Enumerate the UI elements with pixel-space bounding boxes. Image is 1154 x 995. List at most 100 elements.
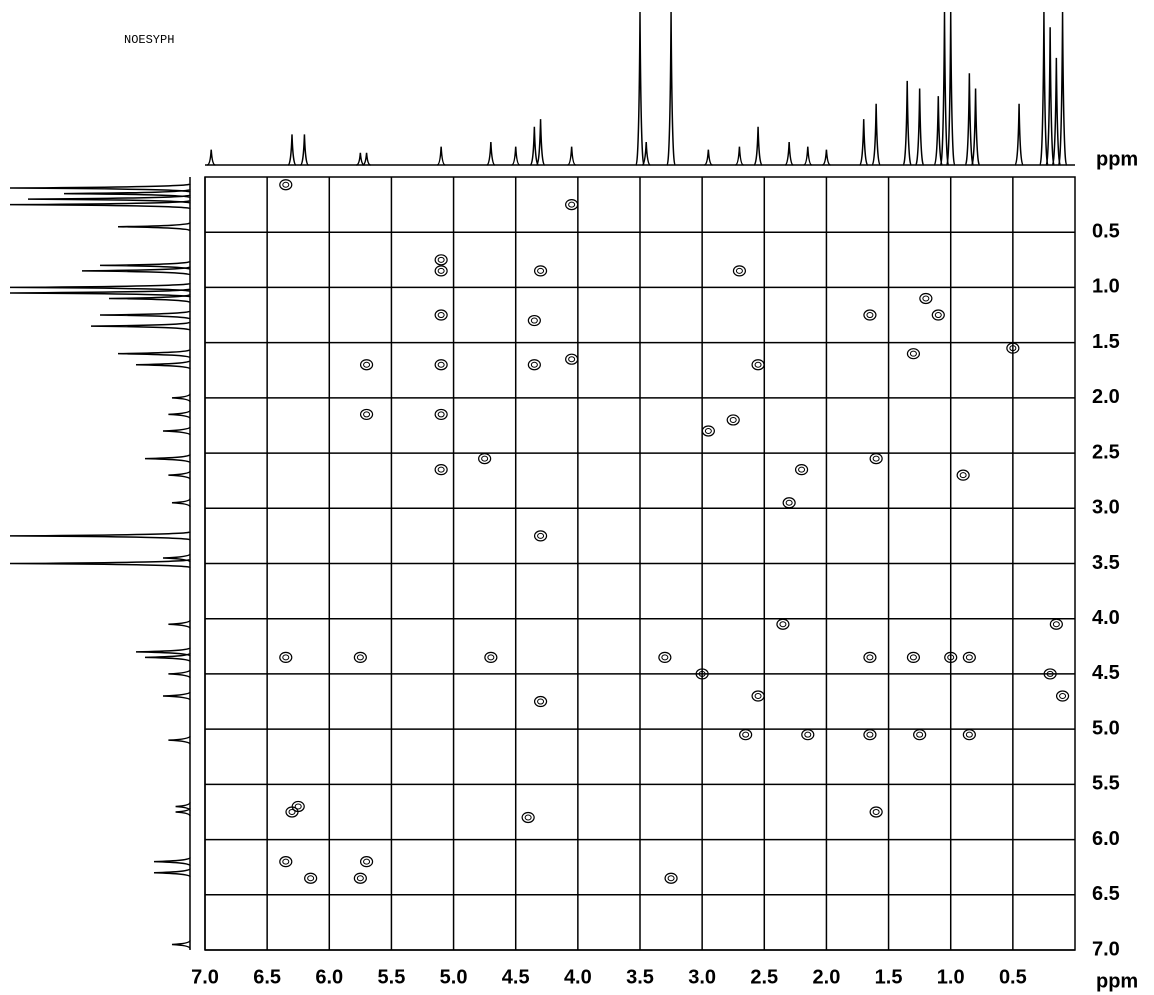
left-projection-peak: [90, 321, 191, 331]
x-axis-label: ppm: [1096, 970, 1138, 992]
cross-peak: [962, 729, 976, 741]
x-tick-label: 5.5: [378, 966, 406, 988]
x-tick-label: 4.5: [502, 966, 530, 988]
cross-peak-inner: [872, 455, 880, 462]
top-projection-peak: [362, 152, 371, 166]
cross-peak-inner: [568, 356, 576, 363]
x-tick-label: 2.5: [750, 966, 778, 988]
cross-peak: [527, 314, 541, 327]
cross-peak-inner: [363, 411, 371, 418]
left-projection-peak: [27, 194, 191, 204]
cross-peak: [863, 309, 877, 321]
cross-peak-inner: [866, 731, 874, 738]
top-projection-peak: [529, 126, 540, 166]
x-tick-label: 5.0: [440, 966, 468, 988]
left-projection-peak: [162, 426, 191, 436]
left-projection-peak: [9, 288, 191, 298]
cross-peak: [353, 872, 367, 884]
cross-peak: [533, 530, 548, 542]
cross-peak: [919, 292, 933, 305]
left-projection-peak: [144, 652, 191, 663]
cross-peak: [533, 695, 548, 708]
left-projection-peak: [117, 221, 191, 232]
y-tick-label: 6.0: [1092, 828, 1120, 850]
left-projection-peak: [168, 470, 191, 480]
cross-peak-inner: [537, 267, 545, 274]
y-tick-label: 0.5: [1092, 220, 1120, 242]
x-tick-label: 7.0: [191, 966, 219, 988]
left-projection-peak: [9, 199, 191, 210]
cross-peak: [353, 651, 367, 663]
top-projection-peak: [902, 80, 912, 166]
cross-peak-inner: [363, 361, 371, 368]
cross-peak-inner: [866, 312, 874, 319]
y-tick-label: 4.0: [1092, 607, 1120, 629]
cross-peak: [751, 359, 765, 371]
cross-peak: [739, 729, 753, 741]
cross-peak: [565, 199, 579, 211]
cross-peak-inner: [729, 416, 737, 423]
top-projection-peak: [858, 119, 869, 166]
cross-peak-inner: [363, 858, 371, 865]
y-tick-label: 2.5: [1092, 441, 1120, 463]
top-projection-peak: [486, 142, 496, 166]
top-projection-peak: [945, 11, 956, 166]
x-tick-label: 1.0: [937, 966, 965, 988]
cross-peak: [279, 856, 293, 868]
top-projection-peak: [803, 146, 813, 166]
top-projection-peak: [933, 96, 944, 166]
cross-peak-inner: [754, 361, 762, 368]
cross-peak: [434, 408, 448, 421]
top-projection-peak: [666, 11, 676, 166]
x-tick-label: 2.0: [813, 966, 841, 988]
cross-peak-inner: [965, 654, 973, 661]
left-projection-peak: [171, 498, 191, 508]
cross-peak-inner: [282, 181, 290, 188]
cross-peak-inner: [742, 731, 750, 738]
cross-peak-inner: [537, 698, 545, 705]
cross-peak: [962, 651, 976, 663]
y-tick-label: 5.0: [1092, 717, 1120, 739]
cross-peak-inner: [698, 670, 706, 677]
cross-peak-inner: [437, 411, 445, 418]
top-projection-peak: [635, 11, 645, 166]
left-projection-peak: [171, 393, 191, 403]
cross-peak-inner: [437, 361, 445, 368]
cross-peak: [658, 651, 672, 663]
cross-peak-inner: [288, 808, 296, 815]
x-axis-label-top: ppm: [1096, 148, 1138, 170]
cross-peak-inner: [916, 731, 924, 738]
x-tick-label: 3.5: [626, 966, 654, 988]
cross-peak-inner: [804, 731, 812, 738]
cross-peak-inner: [437, 466, 445, 473]
cross-peak-inner: [282, 654, 290, 661]
cross-peak: [359, 856, 374, 868]
cross-peak-inner: [735, 267, 743, 274]
top-projection-peak: [939, 11, 950, 166]
left-projection-peak: [162, 553, 191, 563]
cross-peak: [956, 469, 970, 481]
cross-peak-inner: [754, 693, 762, 700]
top-projection-peak: [1014, 103, 1024, 166]
left-projection-peak: [153, 867, 191, 878]
cross-peak: [434, 309, 448, 321]
cross-peak-inner: [872, 808, 880, 815]
top-projection-peak: [753, 126, 763, 166]
cross-peak: [359, 408, 374, 421]
cross-peak: [794, 464, 809, 476]
y-tick-label: 3.0: [1092, 497, 1120, 519]
cross-peak: [913, 729, 927, 741]
top-projection-peak: [300, 134, 309, 166]
cross-peak: [801, 729, 815, 741]
cross-peak: [521, 811, 535, 824]
cross-peak-inner: [947, 654, 955, 661]
left-projection-peak: [81, 266, 191, 276]
top-projection-peak: [784, 142, 794, 166]
cross-peak: [906, 348, 921, 360]
cross-peak-inner: [909, 350, 917, 357]
y-tick-label: 5.5: [1092, 773, 1120, 795]
top-projection-peak: [567, 146, 576, 166]
cross-peak-inner: [530, 361, 538, 368]
cross-peak: [906, 651, 921, 663]
x-tick-label: 1.5: [875, 966, 903, 988]
